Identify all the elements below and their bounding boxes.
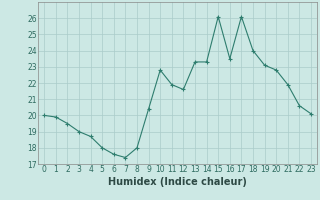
X-axis label: Humidex (Indice chaleur): Humidex (Indice chaleur) bbox=[108, 177, 247, 187]
